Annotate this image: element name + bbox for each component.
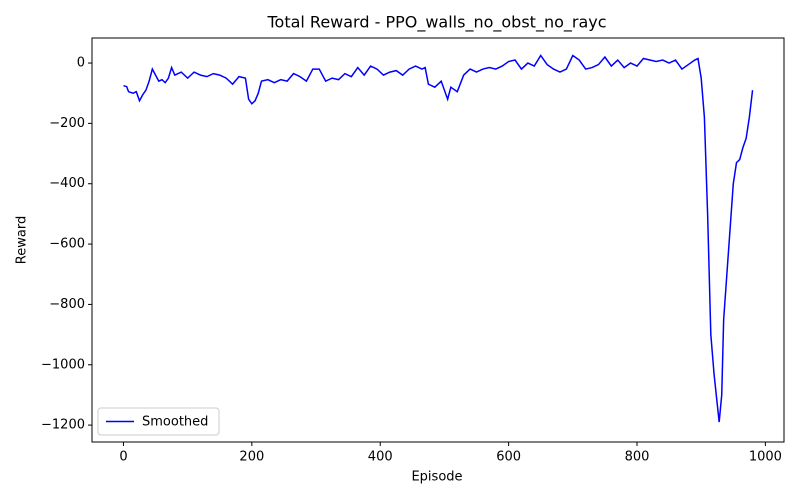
y-tick-label: −1000 (41, 357, 85, 372)
y-axis-label: Reward (15, 216, 30, 264)
x-axis-label: Episode (411, 470, 462, 485)
x-tick-label: 200 (239, 450, 264, 465)
x-tick-label: 600 (496, 450, 521, 465)
y-tick-label: 0 (77, 56, 85, 71)
y-tick-label: −1200 (41, 418, 85, 433)
x-tick-label: 800 (625, 450, 650, 465)
x-tick-label: 0 (119, 450, 127, 465)
legend-box (97, 407, 220, 436)
x-tick-label: 1000 (749, 450, 782, 465)
y-tick-label: −800 (49, 297, 85, 312)
y-tick-label: −200 (49, 116, 85, 131)
y-tick-label: −600 (49, 237, 85, 252)
chart-title: Total Reward - PPO_walls_no_obst_no_rayc (266, 13, 606, 33)
x-tick-label: 400 (368, 450, 393, 465)
legend-label: Smoothed (142, 415, 208, 430)
y-tick-label: −400 (49, 176, 85, 191)
data-line (123, 54, 754, 423)
plot-frame (91, 37, 785, 443)
